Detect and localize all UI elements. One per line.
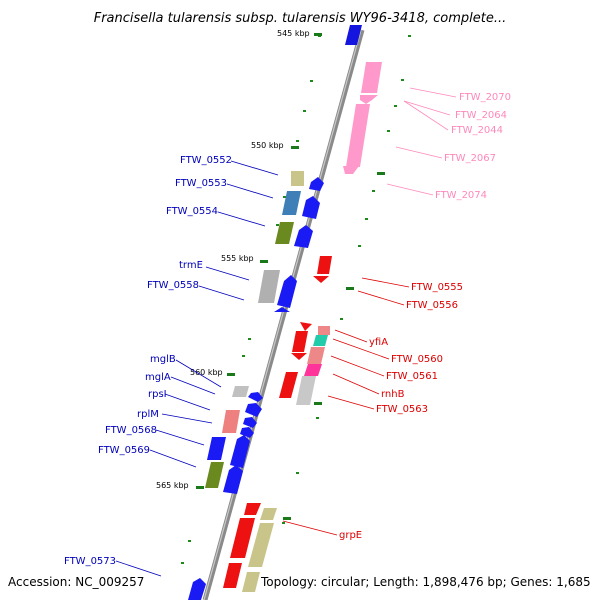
gene-feature[interactable] — [230, 518, 255, 558]
right-red-label-lines — [282, 277, 410, 536]
genome-backbone-highlight — [203, 29, 362, 600]
gene-label-grpe[interactable]: grpE — [339, 530, 362, 541]
gene-feature[interactable] — [244, 503, 261, 515]
gene-label-ftw-0556[interactable]: FTW_0556 — [406, 300, 458, 311]
gene-label-ftw-2067[interactable]: FTW_2067 — [444, 153, 496, 164]
tick-label: 550 kbp — [251, 141, 284, 150]
gene-label-ftw-0555[interactable]: FTW_0555 — [411, 282, 463, 293]
gene-feature[interactable] — [260, 508, 277, 520]
gene-label-ftw-0563[interactable]: FTW_0563 — [376, 404, 428, 415]
gene-feature[interactable] — [313, 276, 329, 283]
tick-label: 565 kbp — [156, 481, 189, 490]
gene-feature[interactable] — [282, 191, 301, 215]
gene-feature[interactable] — [274, 307, 290, 312]
map-title: Francisella tularensis subsp. tularensis… — [94, 11, 507, 26]
gene-feature[interactable] — [307, 347, 325, 364]
gene-feature[interactable] — [232, 386, 249, 397]
accession-text: Accession: NC_009257 — [8, 575, 144, 589]
gene-feature[interactable] — [294, 225, 313, 248]
gene-label-rpsi[interactable]: rpsI — [148, 389, 167, 400]
gene-label-ftw-0558[interactable]: FTW_0558 — [147, 280, 199, 291]
forward-strand-genes — [188, 25, 362, 600]
gene-feature[interactable] — [205, 462, 224, 488]
gene-feature[interactable] — [277, 275, 297, 308]
gene-label-rnhb[interactable]: rnhB — [381, 389, 405, 400]
gene-feature[interactable] — [318, 326, 330, 335]
scale-ticks: 545 kbp 550 kbp 555 kbp 560 kbp 565 kbp — [156, 29, 385, 520]
gene-label-ftw-0553[interactable]: FTW_0553 — [175, 178, 227, 189]
gene-label-ftw-0552[interactable]: FTW_0552 — [180, 155, 232, 166]
gene-feature[interactable] — [230, 435, 250, 468]
gene-feature[interactable] — [188, 578, 206, 600]
gene-feature[interactable] — [304, 364, 322, 376]
gene-label-trme[interactable]: trmE — [179, 260, 203, 271]
gene-feature[interactable] — [361, 62, 382, 93]
gene-label-ftw-0554[interactable]: FTW_0554 — [166, 206, 218, 217]
scale-track-left — [181, 35, 321, 564]
gene-feature[interactable] — [300, 322, 312, 331]
tick-label: 545 kbp — [277, 29, 310, 38]
gene-feature[interactable] — [291, 353, 307, 360]
gene-feature[interactable] — [317, 256, 332, 274]
gene-label-mglb[interactable]: mglB — [150, 354, 176, 365]
gene-label-ftw-2064[interactable]: FTW_2064 — [455, 110, 507, 121]
gene-label-mgla[interactable]: mglA — [145, 372, 171, 383]
gene-label-ftw-2044[interactable]: FTW_2044 — [451, 125, 503, 136]
gene-feature[interactable] — [346, 104, 370, 167]
gene-label-ftw-0561[interactable]: FTW_0561 — [386, 371, 438, 382]
gene-feature[interactable] — [291, 171, 304, 186]
tick-label: 555 kbp — [221, 254, 254, 263]
gene-feature[interactable] — [313, 335, 328, 346]
gene-feature[interactable] — [258, 270, 280, 303]
gene-label-ftw-0568[interactable]: FTW_0568 — [105, 425, 157, 436]
tick-label: 560 kbp — [190, 368, 223, 377]
gene-feature[interactable] — [248, 523, 274, 567]
gene-feature[interactable] — [207, 437, 226, 460]
gene-feature[interactable] — [302, 196, 320, 219]
left-gene-labels — [115, 160, 279, 577]
gene-feature[interactable] — [275, 222, 294, 244]
topology-text: Topology: circular; Length: 1,898,476 bp… — [260, 575, 591, 589]
gene-feature[interactable] — [222, 410, 240, 433]
gene-label-rplm[interactable]: rplM — [137, 409, 159, 420]
gene-label-yfia[interactable]: yfiA — [369, 337, 388, 348]
gene-feature[interactable] — [360, 95, 378, 104]
right-pink-label-lines — [386, 87, 457, 196]
gene-feature[interactable] — [242, 572, 260, 592]
genome-backbone — [202, 29, 365, 600]
gene-feature[interactable] — [243, 417, 257, 428]
gene-label-ftw-2074[interactable]: FTW_2074 — [435, 190, 487, 201]
gene-feature[interactable] — [343, 166, 359, 174]
gene-label-ftw-0560[interactable]: FTW_0560 — [391, 354, 443, 365]
gene-feature[interactable] — [223, 563, 242, 588]
gene-label-ftw-0573[interactable]: FTW_0573 — [64, 556, 116, 567]
gene-feature[interactable] — [345, 25, 362, 45]
gene-feature[interactable] — [248, 392, 263, 402]
gene-feature[interactable] — [240, 427, 254, 438]
gene-feature[interactable] — [296, 376, 316, 405]
reverse-strand-genes — [223, 62, 382, 592]
gene-feature[interactable] — [292, 331, 308, 352]
gene-feature[interactable] — [309, 177, 324, 191]
gene-feature[interactable] — [245, 403, 262, 417]
gene-label-ftw-0569[interactable]: FTW_0569 — [98, 445, 150, 456]
gene-feature[interactable] — [279, 372, 298, 398]
scale-track-right — [282, 35, 411, 524]
gene-label-ftw-2070[interactable]: FTW_2070 — [459, 92, 511, 103]
gene-feature[interactable] — [223, 465, 243, 494]
